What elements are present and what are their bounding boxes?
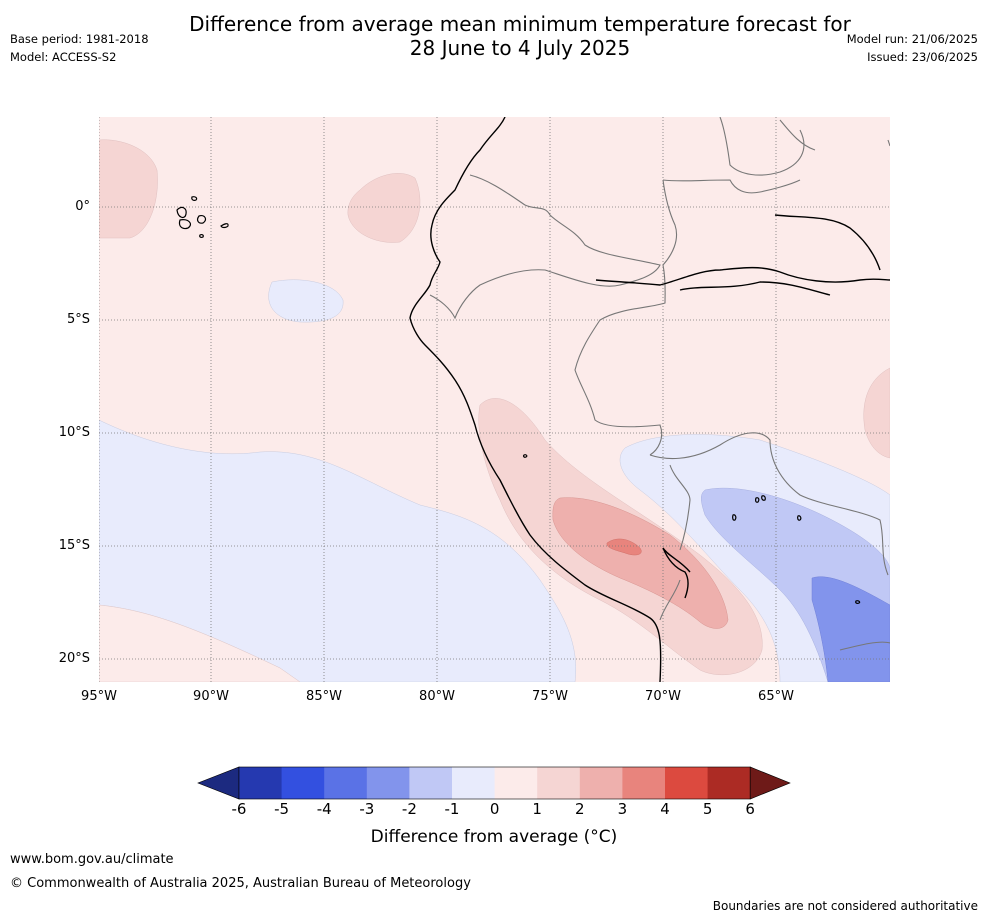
anomaly-region-pos1-east <box>863 367 890 459</box>
meta-right: Model run: 21/06/2025 Issued: 23/06/2025 <box>847 32 978 68</box>
model-run: Model run: 21/06/2025 <box>846 32 978 46</box>
map-title-line1: Difference from average mean minimum tem… <box>189 12 851 36</box>
colorbar-segment <box>665 767 709 799</box>
colorbar-extend-high <box>749 766 791 800</box>
colorbar-tick-label: -4 <box>316 800 332 818</box>
coastline <box>409 117 890 682</box>
colorbar-tick-label: 6 <box>745 800 755 818</box>
lon-label-95w: 95°W <box>81 689 117 704</box>
colorbar-segment <box>366 767 410 799</box>
lon-label-65w: 65°W <box>758 689 794 704</box>
lon-label-70w: 70°W <box>645 689 681 704</box>
country-boundaries <box>429 117 890 651</box>
colorbar-segment <box>324 767 368 799</box>
colorbar-tick-label: 4 <box>660 800 670 818</box>
lat-label-20s: 20°S <box>58 651 90 666</box>
colorbar-tick-label: 3 <box>617 800 628 818</box>
anomaly-region-pos1-ecuador <box>347 173 421 243</box>
lat-label-10s: 10°S <box>58 425 90 440</box>
lon-label-80w: 80°W <box>419 689 455 704</box>
map-plot-area <box>99 117 890 682</box>
colorbar-tick-label: -2 <box>401 800 417 818</box>
map-title: Difference from average mean minimum tem… <box>140 12 900 60</box>
islands <box>176 196 861 604</box>
colorbar-tick-label: -5 <box>274 800 290 818</box>
lat-label-15s: 15°S <box>58 538 90 553</box>
anomaly-region-pos-southwest <box>99 604 301 682</box>
lon-label-90w: 90°W <box>193 689 229 704</box>
colorbar-tick-label: -6 <box>231 800 247 818</box>
colorbar-segment <box>409 767 453 799</box>
colorbar-segment <box>622 767 666 799</box>
footer-url: www.bom.gov.au/climate <box>10 852 174 867</box>
lon-label-75w: 75°W <box>532 689 568 704</box>
model-name: Model: ACCESS-S2 <box>10 50 117 64</box>
map-title-line2: 28 June to 4 July 2025 <box>409 36 631 60</box>
colorbar-segment <box>281 767 325 799</box>
anomaly-region-neg1-blob <box>268 279 344 323</box>
colorbar-segment <box>537 767 581 799</box>
colorbar-title: Difference from average (°C) <box>370 827 618 847</box>
lat-label-5s: 5°S <box>66 312 90 327</box>
base-period: Base period: 1981-2018 <box>10 32 149 46</box>
colorbar-segment <box>239 767 283 799</box>
colorbar-tick-label: 2 <box>575 800 585 818</box>
anomaly-region-pos1-northwest <box>99 139 158 239</box>
map-gridlines <box>99 117 890 682</box>
footer-disclaimer: Boundaries are not considered authoritat… <box>712 899 978 913</box>
lon-label-85w: 85°W <box>306 689 342 704</box>
footer-copyright: © Commonwealth of Australia 2025, Austra… <box>10 876 471 891</box>
colorbar-extend-low <box>197 766 240 800</box>
anomaly-region-neg3 <box>811 576 890 682</box>
anomaly-region-pos2 <box>552 497 729 629</box>
issued-date: Issued: 23/06/2025 <box>867 50 978 64</box>
colorbar-tick-label: -3 <box>359 800 375 818</box>
colorbar-outline <box>238 766 751 800</box>
colorbar-segment <box>579 767 623 799</box>
anomaly-region-pos3 <box>606 538 642 556</box>
meta-left: Base period: 1981-2018 Model: ACCESS-S2 <box>10 32 149 68</box>
colorbar-tick-label: 5 <box>702 800 713 818</box>
colorbar-segment <box>707 767 751 799</box>
lat-label-0: 0° <box>75 199 90 214</box>
colorbar-tick-label: -1 <box>444 800 460 818</box>
colorbar-segment <box>494 767 538 799</box>
colorbar-segment <box>452 767 496 799</box>
colorbar <box>197 766 791 800</box>
colorbar-tick-label: 0 <box>489 800 500 818</box>
colorbar-tick-label: 1 <box>532 800 542 818</box>
